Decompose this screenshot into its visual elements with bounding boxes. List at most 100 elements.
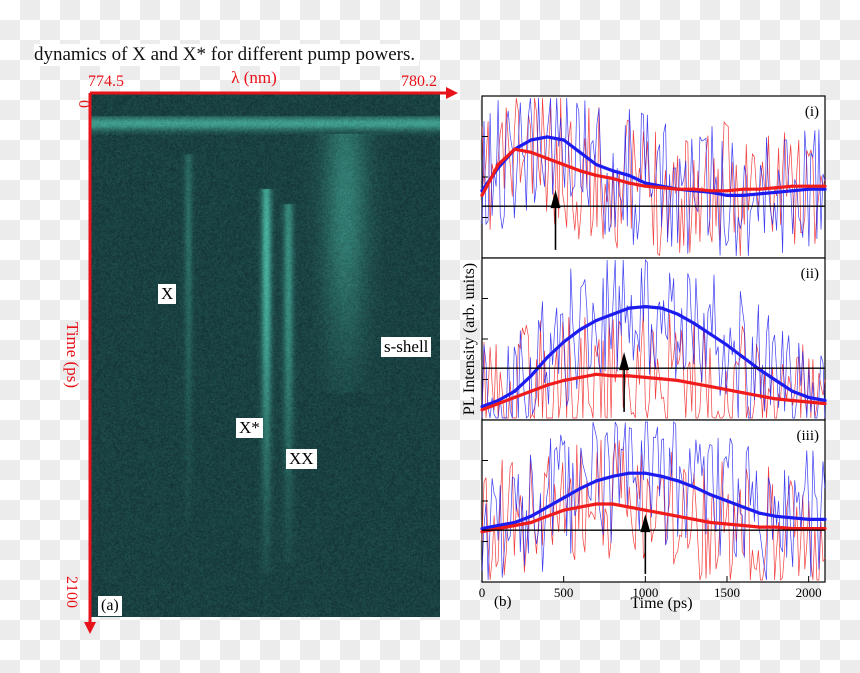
- data-point: [529, 150, 533, 154]
- data-point: [611, 374, 615, 378]
- data-point: [578, 328, 582, 332]
- data-point: [692, 485, 696, 489]
- data-point: [562, 508, 566, 512]
- data-point: [725, 189, 729, 193]
- data-point: [562, 496, 566, 500]
- data-point: [676, 187, 680, 191]
- data-point: [611, 312, 615, 316]
- data-point: [513, 520, 517, 525]
- data-point: [545, 383, 549, 387]
- y-axis-label: PL Intensity (arb. units): [461, 263, 478, 415]
- data-point: [725, 388, 729, 392]
- x-tick-label: 0: [479, 585, 486, 600]
- data-point: [562, 163, 566, 167]
- data-point: [594, 479, 598, 483]
- data-point: [643, 305, 647, 309]
- data-point: [790, 389, 794, 393]
- data-point: [758, 368, 762, 372]
- data-point: [594, 163, 598, 167]
- data-point: [578, 169, 582, 173]
- raw-trace-2: [481, 97, 826, 257]
- subplot-label: (iii): [797, 428, 820, 444]
- time-axis-label: Time (ps): [63, 322, 82, 388]
- data-point: [676, 312, 680, 316]
- data-point: [496, 527, 500, 531]
- data-point: [627, 471, 631, 475]
- data-point: [807, 400, 811, 404]
- data-point: [692, 382, 696, 386]
- data-point: [611, 176, 615, 181]
- data-point: [611, 474, 615, 478]
- label-x: X: [158, 284, 177, 304]
- data-point: [594, 372, 598, 376]
- data-point: [496, 523, 500, 528]
- data-point: [823, 187, 827, 191]
- data-point: [774, 514, 778, 518]
- data-point: [480, 408, 484, 412]
- data-point: [611, 169, 615, 173]
- panel-label-b: (b): [494, 594, 512, 610]
- label-x-star: X*: [236, 418, 263, 438]
- data-point: [513, 523, 517, 528]
- data-point: [496, 398, 500, 403]
- data-point: [758, 525, 762, 529]
- pl-intensity-chart: (i) (ii) (iii) 0 500 1000 1500 2000 Time (ps) PL …: [461, 95, 827, 612]
- data-point: [725, 193, 729, 197]
- data-point: [578, 487, 582, 491]
- data-point: [627, 181, 631, 185]
- data-point: [725, 522, 729, 526]
- smoothed-series-2: [480, 147, 825, 197]
- data-point: [758, 187, 762, 191]
- data-point: [758, 192, 762, 196]
- data-point: [774, 186, 778, 190]
- data-point: [709, 332, 713, 336]
- data-point: [529, 389, 533, 393]
- data-point: [709, 189, 713, 193]
- smoothed-series-1: [480, 135, 825, 197]
- x-tick-label: 500: [554, 585, 574, 600]
- data-point: [709, 385, 713, 389]
- data-point: [807, 527, 811, 531]
- time-axis-arrow-icon: [84, 622, 96, 634]
- data-point: [807, 517, 811, 521]
- data-point: [823, 398, 827, 403]
- data-point: [790, 184, 794, 188]
- data-point: [480, 405, 484, 409]
- data-point: [790, 189, 794, 193]
- data-point: [545, 514, 549, 518]
- data-point: [627, 374, 631, 378]
- data-point: [562, 378, 566, 383]
- up-arrow-icon: [550, 190, 561, 209]
- data-point: [660, 186, 664, 190]
- wavelength-max-label: 780.2: [401, 73, 437, 90]
- smoothed-series-2: [481, 372, 826, 412]
- time-max-label: 2100: [63, 576, 80, 608]
- data-point: [643, 375, 647, 379]
- data-point: [496, 402, 500, 406]
- data-point: [529, 374, 533, 378]
- data-point: [758, 511, 762, 515]
- wavelength-axis-arrow-icon: [446, 87, 458, 99]
- wavelength-axis-label: λ (nm): [231, 68, 277, 87]
- x-axis-label: Time (ps): [630, 595, 692, 612]
- subplot-label: (ii): [801, 266, 819, 282]
- data-point: [480, 527, 484, 531]
- data-point: [774, 397, 778, 401]
- data-point: [627, 306, 631, 310]
- smoothed-series-2: [481, 502, 825, 534]
- data-point: [823, 402, 827, 406]
- data-point: [496, 163, 500, 167]
- data-point: [643, 184, 647, 188]
- data-point: [774, 378, 778, 383]
- data-point: [529, 514, 533, 518]
- data-point: [480, 530, 484, 534]
- data-point: [594, 502, 598, 506]
- data-point: [578, 505, 582, 509]
- data-point: [758, 394, 762, 398]
- data-point: [774, 525, 778, 529]
- data-point: [807, 187, 811, 191]
- data-point: [709, 520, 713, 525]
- data-point: [807, 184, 811, 188]
- data-point: [513, 389, 517, 393]
- data-point: [790, 398, 794, 403]
